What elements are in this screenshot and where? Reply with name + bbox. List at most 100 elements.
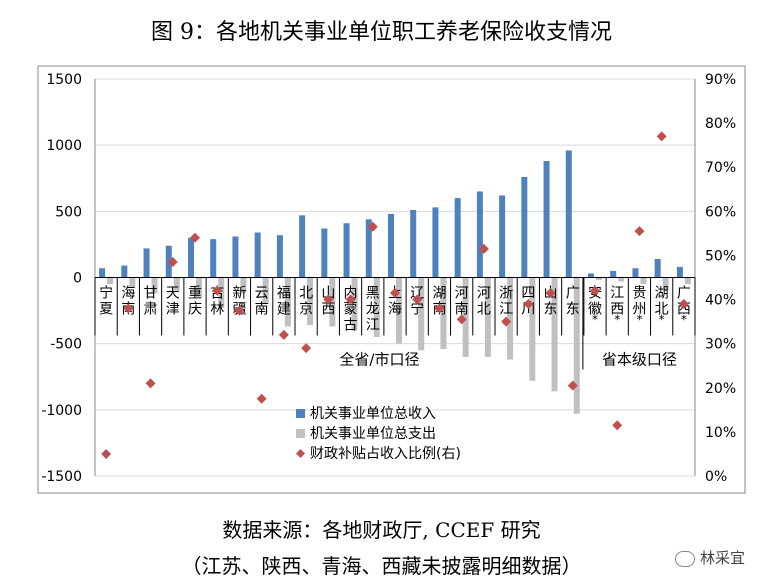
category-label: 重 [188, 286, 202, 302]
wechat-icon [674, 550, 695, 567]
y-tick-label: 0 [73, 271, 82, 287]
ratio-point [523, 298, 534, 309]
y2-tick-label: 90% [705, 72, 736, 88]
watermark-text: 林采宜 [699, 549, 745, 567]
income-bar [476, 191, 483, 278]
category-label: 东 [566, 302, 580, 318]
income-bar [410, 210, 417, 278]
ratio-point [634, 226, 645, 237]
expenditure-bar [462, 277, 469, 357]
category-label: 东 [544, 302, 558, 318]
category-label: 湖 [432, 286, 446, 302]
ratio-point [456, 314, 467, 325]
ratio-point [323, 294, 334, 305]
ratio-point [434, 303, 445, 314]
expenditure-bar [284, 277, 291, 327]
category-label: 州 [632, 302, 646, 318]
expenditure-bar [129, 277, 136, 289]
income-bar [143, 248, 150, 278]
category-label: * [592, 313, 598, 327]
y-tick-label: 1500 [46, 72, 82, 88]
expenditure-bar [418, 277, 425, 351]
category-label: 河 [455, 286, 469, 302]
income-bar [632, 268, 639, 278]
category-label: 古 [344, 318, 358, 334]
ratio-point [256, 393, 267, 404]
income-bar [254, 232, 261, 278]
category-label: 林 [210, 302, 224, 318]
group-label-provincial-level: 省本级口径 [602, 351, 677, 369]
ratio-point [234, 305, 245, 316]
expenditure-bar [329, 277, 336, 327]
expenditure-bar [440, 277, 447, 349]
y-tick-label: 1000 [46, 138, 82, 154]
expenditure-bar [218, 277, 225, 308]
y2-tick-label: 70% [705, 160, 736, 176]
source-line-1: 数据来源：各地财政厅, CCEF 研究 [222, 518, 541, 542]
ratio-point [656, 131, 667, 142]
expenditure-bar [640, 277, 647, 285]
ratio-point [590, 285, 600, 296]
legend-swatch [296, 449, 305, 458]
category-label: 云 [255, 286, 269, 302]
ratio-point [345, 294, 356, 305]
ratio-point [212, 285, 223, 296]
category-label: 辽 [410, 286, 424, 302]
expenditure-bar [529, 277, 536, 381]
expenditure-bar [684, 277, 691, 285]
y-tick-label: -1500 [41, 469, 82, 485]
expenditure-bar [262, 277, 269, 304]
y-tick-label: -500 [50, 337, 82, 353]
ratio-point [278, 329, 289, 340]
category-label: 北 [477, 302, 491, 318]
category-label: 江 [610, 286, 624, 302]
category-label: 西 [321, 302, 335, 318]
expenditure-bar [551, 277, 558, 392]
category-label: 京 [299, 302, 313, 318]
ratio-point [190, 232, 200, 243]
income-bar [321, 228, 328, 278]
group-label-province: 全省/市口径 [339, 351, 419, 369]
ratio-point [612, 420, 623, 431]
ratio-point [478, 243, 489, 254]
ratio-point [678, 298, 689, 309]
category-label: 川 [521, 302, 535, 318]
category-label: 蒙 [344, 302, 358, 318]
income-bar [299, 215, 306, 278]
category-label: 江 [366, 318, 380, 334]
category-label: 龙 [366, 302, 380, 318]
income-bar [188, 237, 194, 278]
income-bar [388, 213, 394, 278]
ratio-point [145, 378, 156, 389]
category-label: 建 [277, 302, 291, 318]
category-label: 宁 [99, 285, 113, 302]
category-label: 肃 [144, 302, 158, 318]
income-bar [210, 239, 217, 278]
y2-tick-label: 10% [705, 425, 736, 441]
category-label: 福 [277, 286, 291, 302]
chart-frame [37, 65, 746, 494]
category-label: 内 [344, 286, 358, 302]
category-label: 夏 [99, 302, 113, 318]
income-bar [365, 219, 372, 278]
category-label: 津 [166, 302, 180, 318]
income-bar [610, 270, 617, 278]
y2-tick-label: 50% [705, 248, 736, 264]
category-label: 西 [677, 302, 691, 318]
legend-swatch [296, 429, 305, 438]
ratio-point [567, 380, 578, 391]
y2-tick-label: 20% [705, 381, 736, 397]
category-label: * [659, 313, 665, 327]
income-bar [588, 273, 594, 278]
expenditure-bar [173, 277, 180, 291]
income-bar [676, 266, 683, 278]
ratio-point [367, 221, 378, 232]
category-label: * [681, 313, 687, 327]
income-bar [121, 265, 128, 278]
category-label: 四 [521, 286, 535, 302]
expenditure-bar [373, 277, 380, 338]
income-bar [99, 268, 106, 278]
expenditure-bar [618, 277, 625, 282]
income-bar [565, 150, 572, 278]
category-label: 浙 [499, 286, 513, 302]
